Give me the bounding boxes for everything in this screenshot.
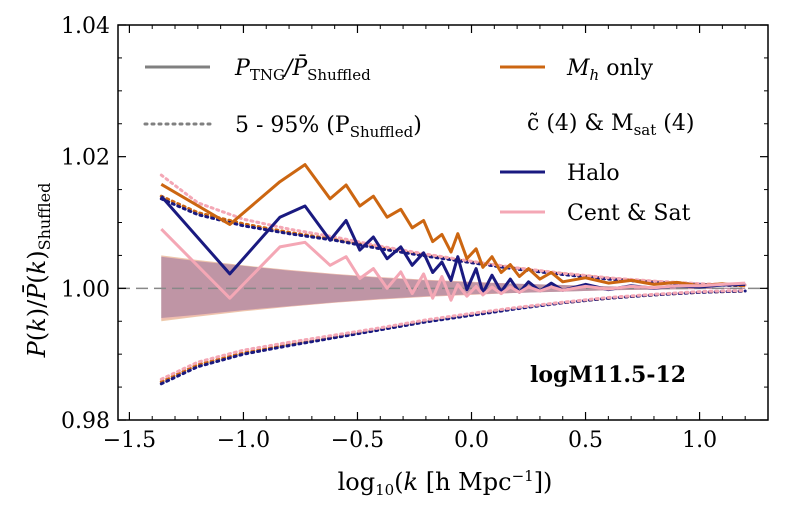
x-axis-label: log10(k [h Mpc−1]) — [338, 467, 553, 499]
series-line-mh-only — [160, 163, 746, 288]
series-line-cent-sat — [160, 228, 746, 302]
y-tick-label: 1.02 — [61, 146, 110, 171]
legend-label-mh-only: Mh only — [566, 56, 654, 84]
x-tick-label: −0.5 — [331, 428, 384, 453]
y-tick-label: 1.00 — [61, 277, 110, 302]
y-axis-label: P(k)/P̄(k)Shuffled — [23, 183, 54, 359]
legend-label-c-msat: c̃ (4) & Msat (4) — [527, 111, 694, 139]
percentile-upper-cent-sat-5-95 — [159, 173, 747, 287]
legend-label-cent-sat: Cent & Sat — [567, 201, 691, 226]
band-halo-band — [161, 256, 746, 318]
x-tick-label: 1.0 — [682, 428, 717, 453]
panel-label: logM11.5-12 — [530, 362, 686, 388]
legend-label-tng-ratio: PTNG/P̄Shuffled — [234, 54, 371, 84]
x-tick-label: −1.5 — [103, 428, 156, 453]
legend-label-percentile: 5 - 95% (PShuffled) — [235, 113, 422, 141]
y-tick-label: 1.04 — [61, 14, 110, 39]
x-tick-label: 0.0 — [454, 428, 489, 453]
percentile-lower-cent-sat-5-95 — [159, 288, 747, 381]
x-tick-label: 0.5 — [568, 428, 603, 453]
y-tick-label: 0.98 — [61, 409, 110, 434]
legend: PTNG/P̄Shuffled 5 - 95% (PShuffled) Mh o… — [143, 54, 694, 226]
x-tick-label: −1.0 — [217, 428, 270, 453]
data-series — [160, 163, 746, 302]
axis-ticks: −1.5 −1.0 −0.5 0.0 0.5 1.0 0.98 1.00 1.02 1.04 — [61, 14, 768, 453]
legend-label-halo: Halo — [567, 161, 620, 186]
